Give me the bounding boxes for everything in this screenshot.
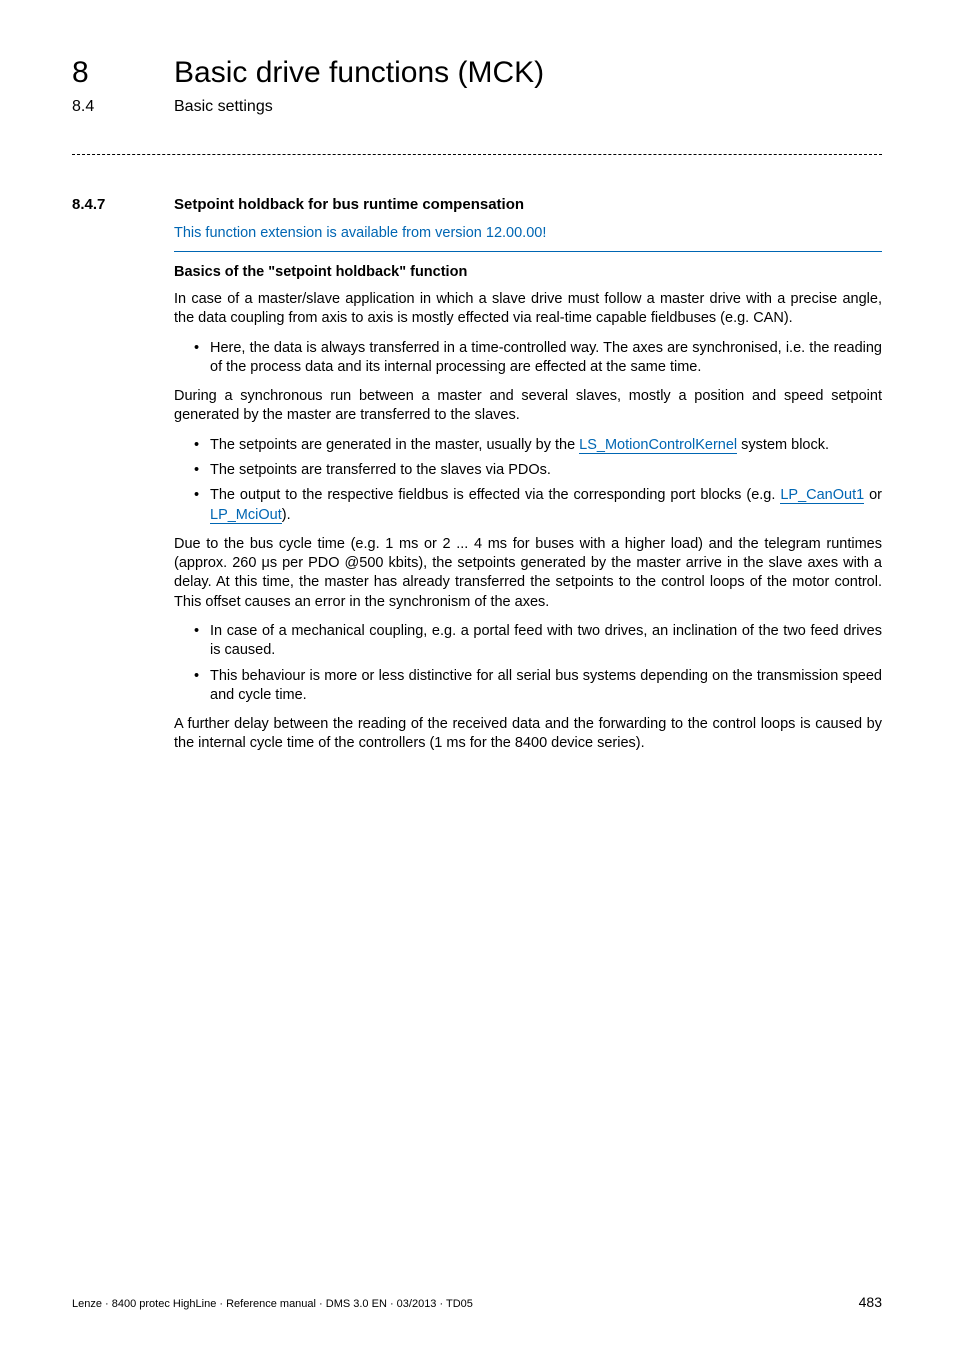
content-area: 8.4.7 Setpoint holdback for bus runtime …: [72, 196, 882, 764]
body-column: This function extension is available fro…: [174, 225, 882, 754]
paragraph-2: During a synchronous run between a maste…: [174, 387, 882, 426]
list-item: This behaviour is more or less distincti…: [194, 667, 882, 706]
chapter-number: 8: [72, 56, 174, 90]
section-title: Basic settings: [174, 98, 273, 116]
version-note: This function extension is available fro…: [174, 225, 882, 241]
subsection-title: Setpoint holdback for bus runtime compen…: [174, 196, 524, 213]
text-run: The setpoints are generated in the maste…: [210, 437, 579, 453]
subsection-row: 8.4.7 Setpoint holdback for bus runtime …: [72, 196, 882, 213]
subsection-number: 8.4.7: [72, 196, 174, 213]
paragraph-3: Due to the bus cycle time (e.g. 1 ms or …: [174, 535, 882, 612]
text-run: or: [864, 487, 882, 503]
list-item: In case of a mechanical coupling, e.g. a…: [194, 622, 882, 661]
page-number: 483: [859, 1294, 882, 1310]
section-number: 8.4: [72, 98, 174, 116]
header-divider: [72, 154, 882, 155]
text-run: ).: [282, 507, 291, 523]
blue-rule: [174, 251, 882, 252]
paragraph-1: In case of a master/slave application in…: [174, 290, 882, 329]
link-lp-mciout[interactable]: LP_MciOut: [210, 507, 282, 524]
page-footer: Lenze · 8400 protec HighLine · Reference…: [72, 1294, 882, 1310]
text-run: The output to the respective fieldbus is…: [210, 487, 780, 503]
header-row: 8 Basic drive functions (MCK): [72, 56, 882, 90]
link-ls-motioncontrolkernel[interactable]: LS_MotionControlKernel: [579, 437, 737, 454]
chapter-title: Basic drive functions (MCK): [174, 56, 544, 90]
basics-heading: Basics of the "setpoint holdback" functi…: [174, 264, 882, 280]
text-run: system block.: [737, 437, 829, 453]
paragraph-4: A further delay between the reading of t…: [174, 715, 882, 754]
bullet-list-3: In case of a mechanical coupling, e.g. a…: [194, 622, 882, 705]
list-item: Here, the data is always transferred in …: [194, 339, 882, 378]
bullet-list-1: Here, the data is always transferred in …: [194, 339, 882, 378]
bullet-list-2: The setpoints are generated in the maste…: [194, 436, 882, 525]
section-row: 8.4 Basic settings: [72, 98, 882, 116]
list-item: The output to the respective fieldbus is…: [194, 486, 882, 525]
footer-text: Lenze · 8400 protec HighLine · Reference…: [72, 1298, 473, 1310]
page: 8 Basic drive functions (MCK) 8.4 Basic …: [0, 0, 954, 1350]
link-lp-canout1[interactable]: LP_CanOut1: [780, 487, 864, 504]
list-item: The setpoints are transferred to the sla…: [194, 461, 882, 480]
list-item: The setpoints are generated in the maste…: [194, 436, 882, 455]
